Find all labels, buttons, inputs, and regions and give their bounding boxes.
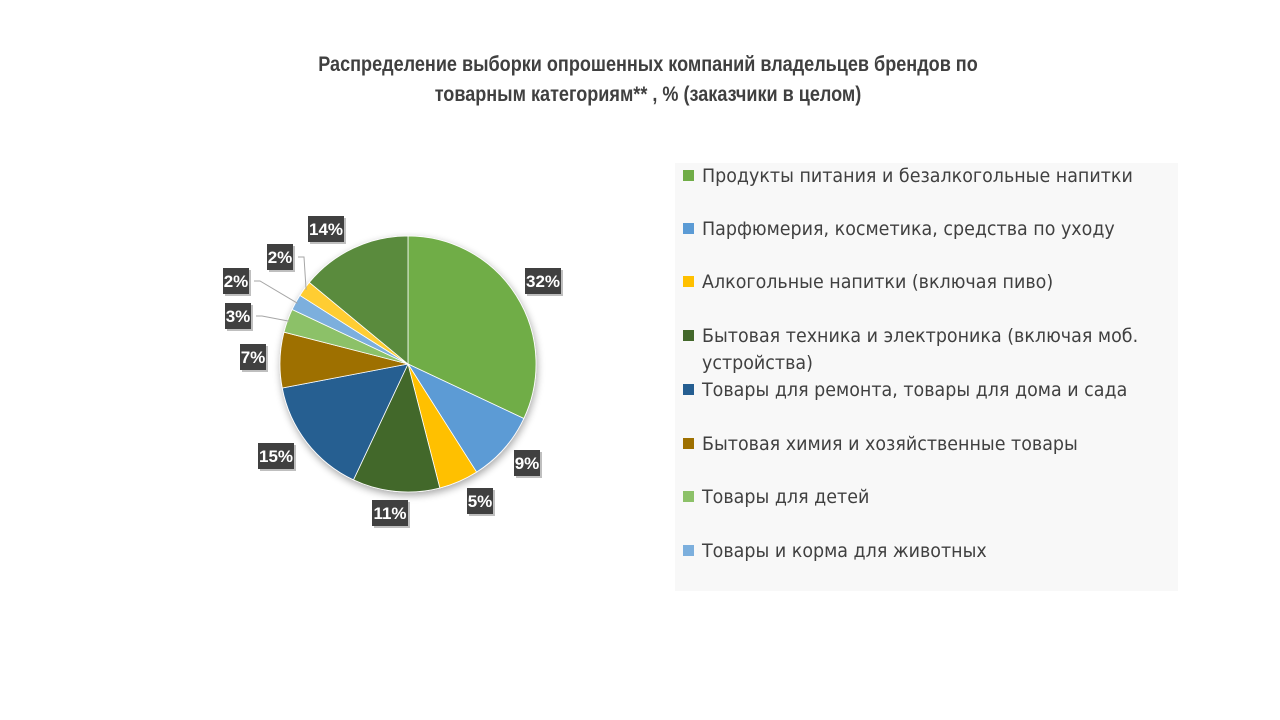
data-label-text: 2% [224,272,249,291]
legend-swatch [683,330,694,341]
data-label-box [514,450,540,476]
data-label: 5% [467,488,495,516]
pie-slice [407,235,537,420]
legend-label: Бытовая техника и электроника (включая м… [702,325,1139,374]
data-label-text: 14% [309,220,343,239]
data-label: 11% [372,500,410,528]
legend-label: Бытовая химия и хозяйственные товары [702,433,1078,455]
data-label-box [372,500,408,526]
legend-swatch [683,491,694,502]
legend-label: Товары для ремонта, товары для дома и са… [702,379,1128,401]
data-label-text: 5% [468,492,493,511]
data-label-text: 15% [259,447,293,466]
data-label: 32% [525,268,563,296]
data-label-text: 3% [226,307,251,326]
legend-swatch [683,384,694,395]
data-label: 15% [258,443,296,471]
chart-title-line-1: Распределение выборки опрошенных компани… [318,53,978,76]
leader-line [256,315,290,322]
legend-swatch [683,276,694,287]
chart-title-line-2: товарным категориям** , % (заказчики в ц… [434,83,862,106]
data-label-box [267,244,293,270]
data-label: 14% [308,216,346,244]
pie-slice [308,235,409,365]
legend-label: Товары для детей [702,486,870,508]
legend-swatch [683,438,694,449]
chart-title: Распределение выборки опрошенных компани… [297,50,999,110]
legend-label: Продукты питания и безалкогольные напитк… [702,165,1133,187]
leader-line [298,256,307,290]
legend-label: Алкогольные напитки (включая пиво) [702,271,1054,293]
legend-swatch [683,223,694,234]
data-label-text: 11% [373,504,406,523]
data-label: 2% [267,244,295,272]
data-label: 7% [240,344,268,372]
legend-swatch [683,545,694,556]
data-label: 3% [225,303,253,331]
data-label-box [240,344,266,370]
data-label-box [525,268,561,294]
data-label-text: 32% [526,272,560,291]
data-label-box [223,268,249,294]
legend-swatch [683,170,694,181]
data-label-text: 9% [515,454,540,473]
data-label-box [467,488,493,514]
data-label: 2% [223,268,251,296]
data-label: 9% [514,450,542,478]
data-label-box [308,216,344,242]
leader-line [254,280,298,304]
data-label-text: 7% [241,348,266,367]
legend-label: Товары и корма для животных [702,540,987,562]
legend-label: Парфюмерия, косметика, средства по уходу [702,218,1115,240]
data-label-box [225,303,251,329]
pie-slice [281,363,409,481]
data-label-box [258,443,294,469]
chart-legend: Продукты питания и безалкогольные напитк… [675,163,1178,591]
data-label-text: 2% [268,248,293,267]
pie-slice [352,362,441,493]
